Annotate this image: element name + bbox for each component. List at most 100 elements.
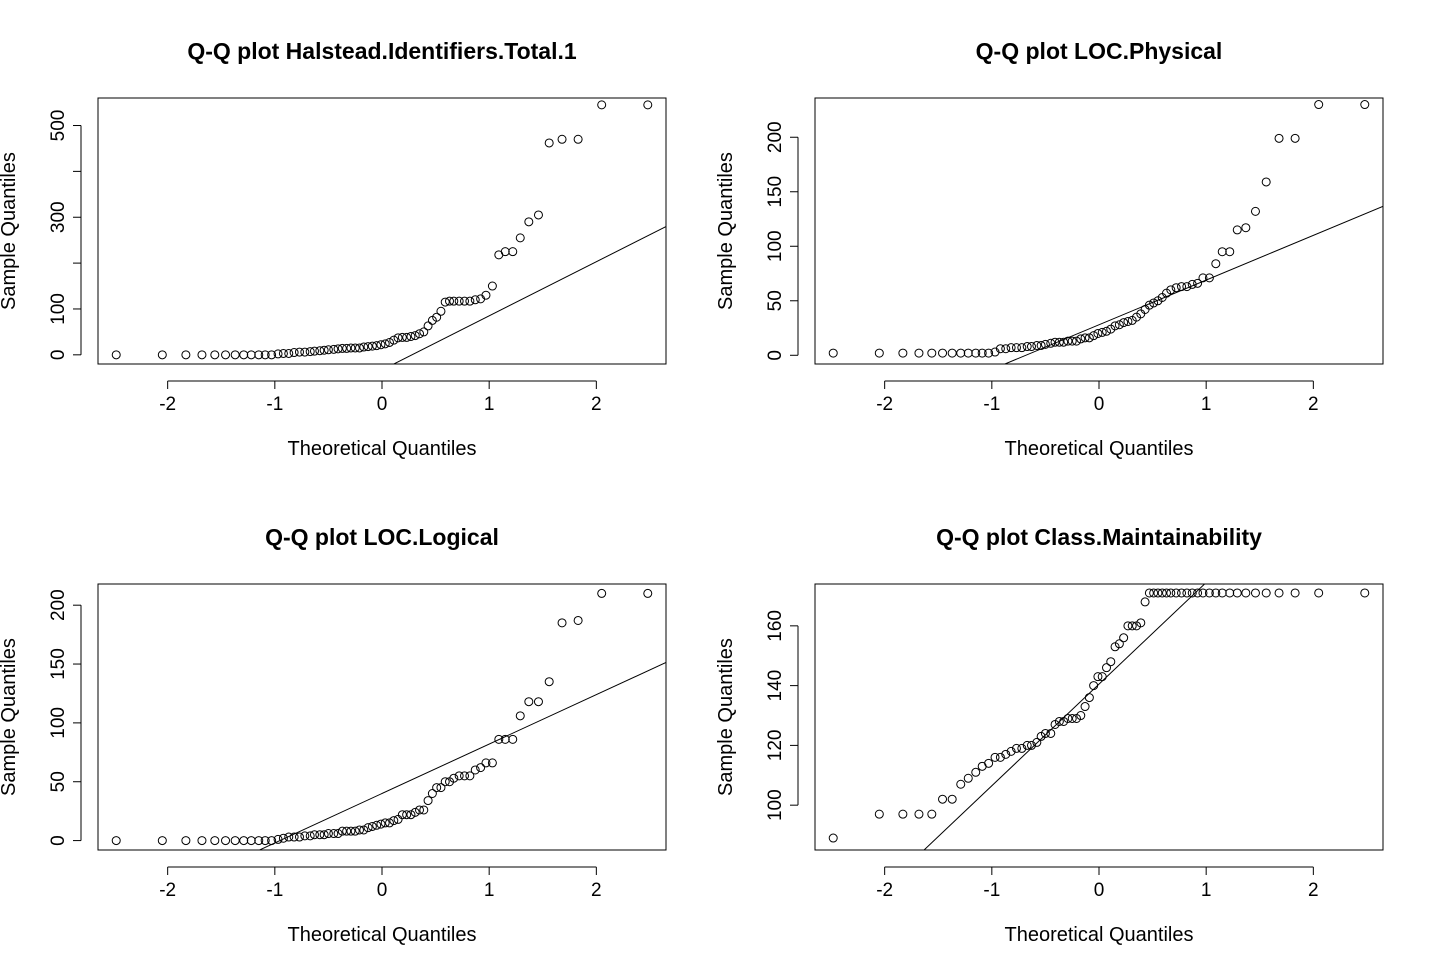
data-point (643, 588, 653, 598)
data-point (197, 836, 207, 846)
data-point (284, 832, 294, 842)
data-point (1119, 633, 1129, 643)
data-point (956, 779, 966, 789)
qq-reference-line (258, 662, 666, 850)
data-point (1076, 711, 1086, 721)
data-point (1006, 746, 1016, 756)
data-point (1059, 337, 1069, 347)
data-point (874, 809, 884, 819)
data-point (454, 296, 464, 306)
data-point (1127, 621, 1137, 631)
data-point (333, 344, 343, 354)
data-point (305, 347, 315, 357)
data-point (284, 348, 294, 358)
data-point (971, 348, 981, 358)
data-point (254, 836, 264, 846)
data-point (524, 217, 534, 227)
data-point (385, 818, 395, 828)
data-point (1011, 743, 1021, 753)
y-axis-label: Sample Quantiles (715, 638, 737, 796)
x-tick-label: -1 (983, 880, 1000, 901)
data-point (465, 296, 475, 306)
data-point (1217, 247, 1227, 257)
y-tick-label: 100 (48, 707, 69, 739)
y-tick-label: 50 (765, 290, 786, 311)
x-tick-label: 2 (1308, 880, 1319, 901)
data-point (1149, 588, 1159, 598)
y-axis-label: Sample Quantiles (0, 638, 20, 796)
data-point (402, 810, 412, 820)
data-point (1198, 588, 1208, 598)
data-point (197, 350, 207, 360)
data-point (1093, 328, 1103, 338)
data-point (938, 794, 948, 804)
data-point (977, 348, 987, 358)
data-point (1040, 728, 1050, 738)
data-point (1063, 336, 1073, 346)
data-point (533, 697, 543, 707)
data-point (938, 348, 948, 358)
data-point (990, 347, 1000, 357)
y-tick-label: 500 (48, 110, 69, 142)
x-tick-label: 1 (484, 880, 495, 901)
data-point (597, 100, 607, 110)
data-point (1211, 588, 1221, 598)
data-point (898, 809, 908, 819)
data-point (315, 346, 325, 356)
data-point (181, 350, 191, 360)
data-point (508, 247, 518, 257)
y-tick-label: 150 (48, 648, 69, 680)
data-point (210, 350, 220, 360)
data-point (1032, 340, 1042, 350)
data-point (1140, 597, 1150, 607)
data-point (454, 771, 464, 781)
y-tick-label: 100 (765, 230, 786, 262)
data-point (1050, 337, 1060, 347)
data-point (389, 816, 399, 826)
data-point (309, 830, 319, 840)
data-point (1011, 343, 1021, 353)
data-point (410, 807, 420, 817)
data-point (346, 826, 356, 836)
data-point (342, 826, 352, 836)
data-point (319, 830, 329, 840)
data-point (1232, 588, 1242, 598)
y-tick-label: 100 (765, 789, 786, 821)
data-point (376, 819, 386, 829)
data-point (500, 247, 510, 257)
data-point (1171, 283, 1181, 293)
data-point (1097, 327, 1107, 337)
data-point (385, 337, 395, 347)
data-point (1187, 588, 1197, 598)
data-point (1290, 588, 1300, 598)
data-point (1144, 300, 1154, 310)
data-point (1177, 282, 1187, 292)
x-tick-label: -1 (266, 880, 283, 901)
qq-reference-line (392, 226, 666, 364)
data-point (1149, 298, 1159, 308)
data-point (1274, 588, 1284, 598)
data-point (1157, 588, 1167, 598)
x-tick-label: 0 (377, 880, 388, 901)
data-point (415, 805, 425, 815)
data-point (971, 767, 981, 777)
x-tick-label: -2 (876, 880, 893, 901)
data-point (278, 833, 288, 843)
data-point (1250, 588, 1260, 598)
data-point (1232, 225, 1242, 235)
data-point (445, 296, 455, 306)
x-tick-label: 2 (591, 880, 602, 901)
data-point (1241, 588, 1251, 598)
data-point (828, 348, 838, 358)
data-point (380, 339, 390, 349)
data-point (1097, 672, 1107, 682)
qq-panel-2: Q-Q plot LOC.Physical -2 -1 0 1 2 Theoretical … (715, 38, 1384, 460)
data-point (1102, 326, 1112, 336)
data-point (294, 347, 304, 357)
data-point (436, 783, 446, 793)
data-point (393, 333, 403, 343)
data-point (573, 615, 583, 625)
data-point (278, 348, 288, 358)
data-point (1274, 133, 1284, 143)
data-point (1193, 588, 1203, 598)
